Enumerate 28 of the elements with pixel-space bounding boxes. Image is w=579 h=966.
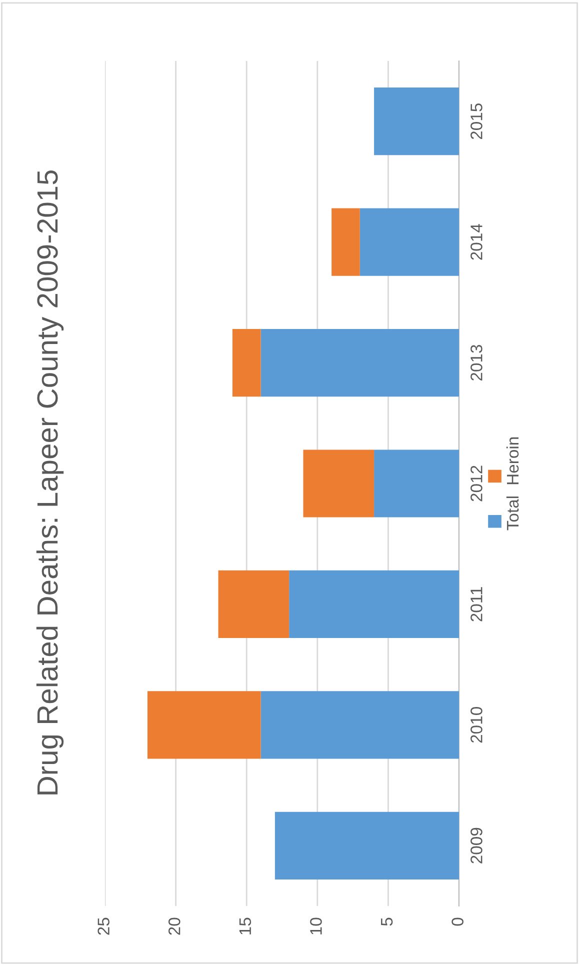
text: Heroin	[506, 437, 519, 484]
y-tick-label: 2014	[470, 224, 482, 260]
bar	[374, 450, 459, 518]
x-tick-label: 10	[310, 918, 322, 934]
bar	[303, 450, 374, 518]
bar	[260, 328, 459, 397]
text: Drug Related Deaths: Lapeer County 2009-2015	[36, 170, 64, 794]
y-tick-label: 2009	[470, 828, 482, 864]
y-tick-label: 2015	[470, 104, 482, 140]
x-tick-label: 15	[239, 918, 252, 934]
bar	[360, 208, 459, 276]
x-tick-label: 25	[98, 918, 110, 935]
x-tick-label: 20	[168, 918, 180, 935]
x-tick-label: 0	[452, 918, 464, 926]
x-tick-label: 5	[381, 918, 393, 926]
bar	[218, 570, 290, 638]
bar	[289, 570, 459, 638]
y-tick-label: 2010	[470, 707, 482, 743]
y-tick-label: 2013	[470, 344, 482, 380]
bar	[274, 812, 459, 880]
bar	[260, 691, 459, 759]
bar	[232, 328, 261, 397]
y-tick-label: 2012	[470, 466, 482, 502]
bar	[147, 691, 261, 759]
bar	[374, 88, 459, 156]
y-tick-label: 2011	[470, 587, 482, 622]
legend-label: Total	[506, 496, 519, 530]
bar	[332, 208, 360, 276]
